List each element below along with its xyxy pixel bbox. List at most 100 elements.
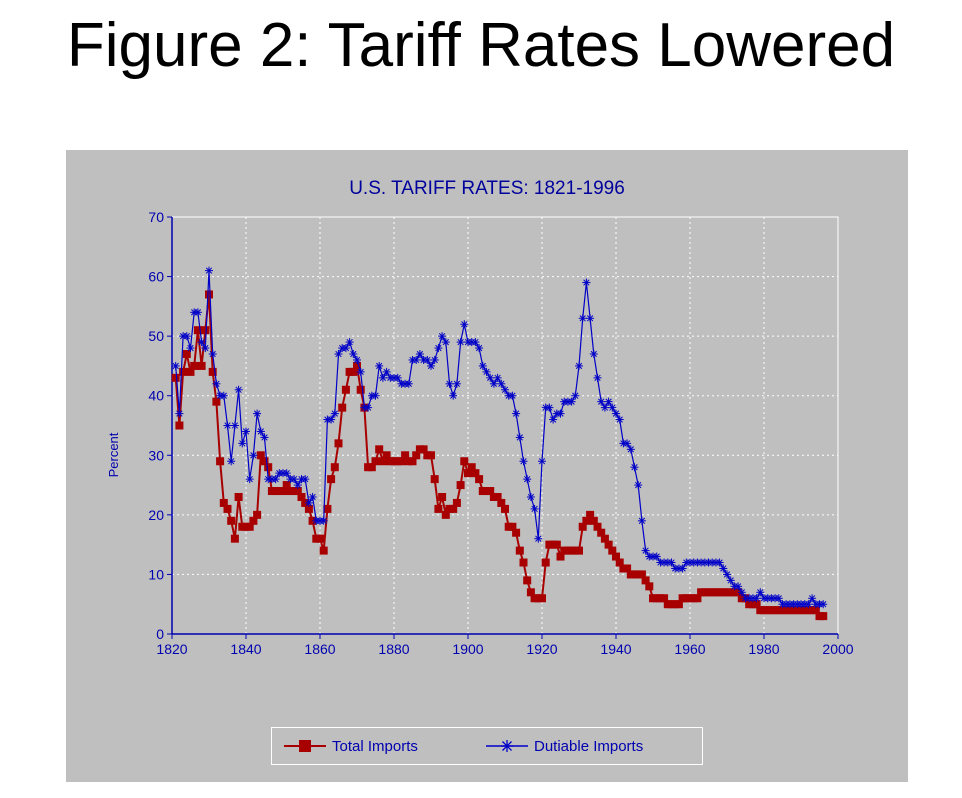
y-tick-label: 10 <box>148 566 164 582</box>
data-point <box>489 379 498 388</box>
data-point <box>308 492 317 501</box>
data-point <box>364 403 373 412</box>
x-tick-label: 1840 <box>230 641 261 657</box>
data-point <box>201 344 210 353</box>
data-point <box>593 373 602 382</box>
data-point <box>586 510 595 519</box>
data-point <box>615 415 624 424</box>
data-point <box>223 421 232 430</box>
data-point <box>282 481 291 490</box>
data-point <box>449 504 458 513</box>
data-point <box>456 481 465 490</box>
data-point <box>575 361 583 370</box>
data-point <box>501 504 509 513</box>
data-point <box>693 594 702 603</box>
x-tick-label: 1880 <box>378 641 409 657</box>
legend: Total Imports Dutiable Imports <box>271 727 703 765</box>
data-point <box>304 498 313 507</box>
data-point <box>345 338 354 347</box>
data-point <box>190 361 199 370</box>
series-lines <box>171 266 828 621</box>
data-point <box>197 361 206 370</box>
data-point <box>608 546 617 555</box>
data-point <box>482 367 491 376</box>
data-point <box>626 445 635 454</box>
data-point <box>212 379 221 388</box>
data-point <box>538 457 546 466</box>
data-point <box>404 379 413 388</box>
legend-label-total-imports: Total Imports <box>332 737 418 755</box>
data-point <box>401 451 410 460</box>
data-point <box>334 350 343 359</box>
data-point <box>249 516 258 525</box>
data-point <box>467 463 476 472</box>
data-point <box>475 475 484 484</box>
y-tick-label: 0 <box>156 626 164 642</box>
data-point <box>430 355 439 364</box>
data-point <box>353 355 361 364</box>
x-tick-label: 2000 <box>822 641 853 657</box>
data-point <box>371 457 380 466</box>
data-point <box>526 492 535 501</box>
data-point <box>774 594 783 603</box>
data-point <box>216 457 225 466</box>
y-tick-label: 50 <box>148 328 164 344</box>
data-point <box>234 385 243 394</box>
data-point <box>256 427 265 436</box>
series-line <box>175 270 824 605</box>
data-point <box>556 409 565 418</box>
data-point <box>726 576 735 585</box>
y-tick-label: 20 <box>148 507 164 523</box>
legend-item-dutiable-imports: Dutiable Imports <box>486 728 643 764</box>
data-point <box>382 451 391 460</box>
data-point <box>497 498 506 507</box>
series-dutiable-imports <box>171 266 828 609</box>
data-point <box>512 409 521 418</box>
data-point <box>578 522 587 531</box>
data-point <box>475 344 484 353</box>
data-point <box>556 552 565 561</box>
data-point <box>441 510 450 519</box>
x-tick-label: 1820 <box>156 641 187 657</box>
data-point <box>512 528 521 537</box>
data-point <box>637 570 646 579</box>
data-point <box>264 463 273 472</box>
x-tick-label: 1900 <box>452 641 483 657</box>
data-point <box>297 492 306 501</box>
data-point <box>519 558 528 567</box>
data-point <box>208 350 217 359</box>
x-tick-label: 1980 <box>748 641 779 657</box>
data-point <box>530 504 539 513</box>
data-point <box>667 558 676 567</box>
data-point <box>623 439 632 448</box>
data-point <box>260 433 269 442</box>
data-point <box>319 516 328 525</box>
data-point <box>427 451 435 460</box>
data-point <box>171 373 180 382</box>
data-point <box>575 546 583 555</box>
data-point <box>493 492 502 501</box>
data-point <box>245 475 254 484</box>
data-point <box>238 439 247 448</box>
data-point <box>242 427 250 436</box>
data-point <box>641 546 650 555</box>
data-point <box>604 397 613 406</box>
data-point <box>508 522 517 531</box>
data-point <box>378 457 387 466</box>
data-point <box>179 367 188 376</box>
data-point <box>371 391 380 400</box>
data-point <box>501 385 509 394</box>
slide-title: Figure 2: Tariff Rates Lowered <box>66 11 896 80</box>
data-point <box>752 594 761 603</box>
data-point <box>415 350 424 359</box>
data-point <box>327 475 336 484</box>
data-point <box>493 373 502 382</box>
data-point <box>600 403 609 412</box>
data-point <box>497 379 506 388</box>
data-point <box>301 475 310 484</box>
x-tick-label: 1940 <box>600 641 631 657</box>
data-point <box>634 481 643 490</box>
data-point <box>641 576 650 585</box>
data-point <box>456 338 465 347</box>
data-point <box>552 540 561 549</box>
